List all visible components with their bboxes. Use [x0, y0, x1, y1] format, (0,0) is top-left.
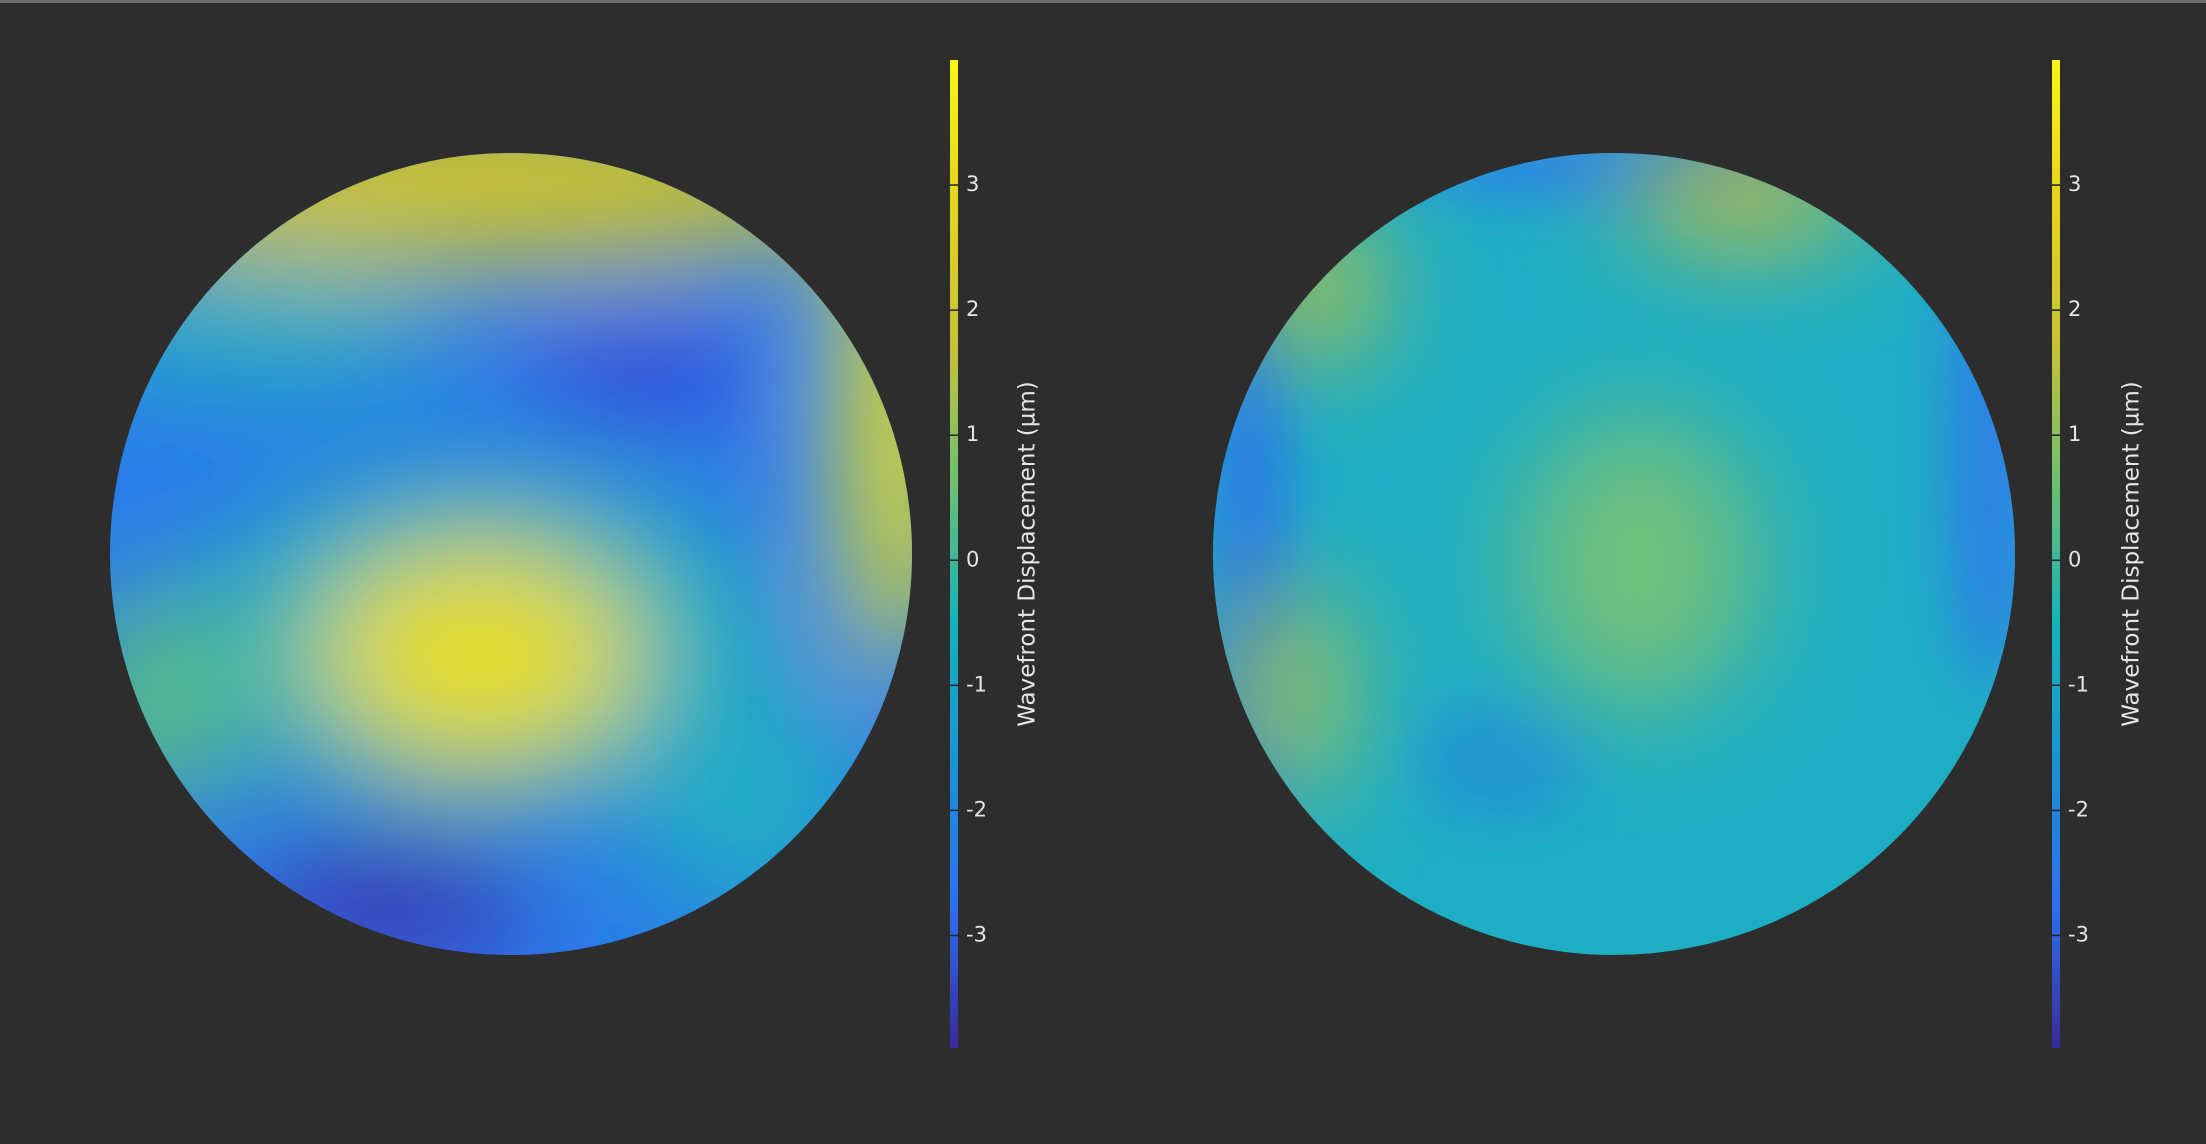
tick-label: 3 — [966, 172, 979, 196]
tick-label: -1 — [2068, 672, 2089, 696]
tick-label: -3 — [966, 922, 987, 946]
axis-label: Wavefront Displacement (µm) — [2119, 381, 2145, 727]
tick-label: 3 — [2068, 172, 2081, 196]
tick-label: 2 — [966, 297, 979, 321]
wavefront-map — [1213, 153, 2015, 955]
tick-label: -2 — [2068, 797, 2089, 821]
tick-label: 2 — [2068, 297, 2081, 321]
colorbar — [2052, 60, 2060, 1048]
wavefront-map — [110, 153, 912, 955]
top-border — [0, 0, 2206, 3]
tick-label: 0 — [2068, 547, 2081, 571]
tick-label: 1 — [966, 422, 979, 446]
tick-label: 0 — [966, 547, 979, 571]
tick-label: -2 — [966, 797, 987, 821]
tick-label: 1 — [2068, 422, 2081, 446]
colorbar — [950, 60, 958, 1048]
tick-label: -1 — [966, 672, 987, 696]
tick-label: -3 — [2068, 922, 2089, 946]
axis-label: Wavefront Displacement (µm) — [1015, 381, 1041, 727]
